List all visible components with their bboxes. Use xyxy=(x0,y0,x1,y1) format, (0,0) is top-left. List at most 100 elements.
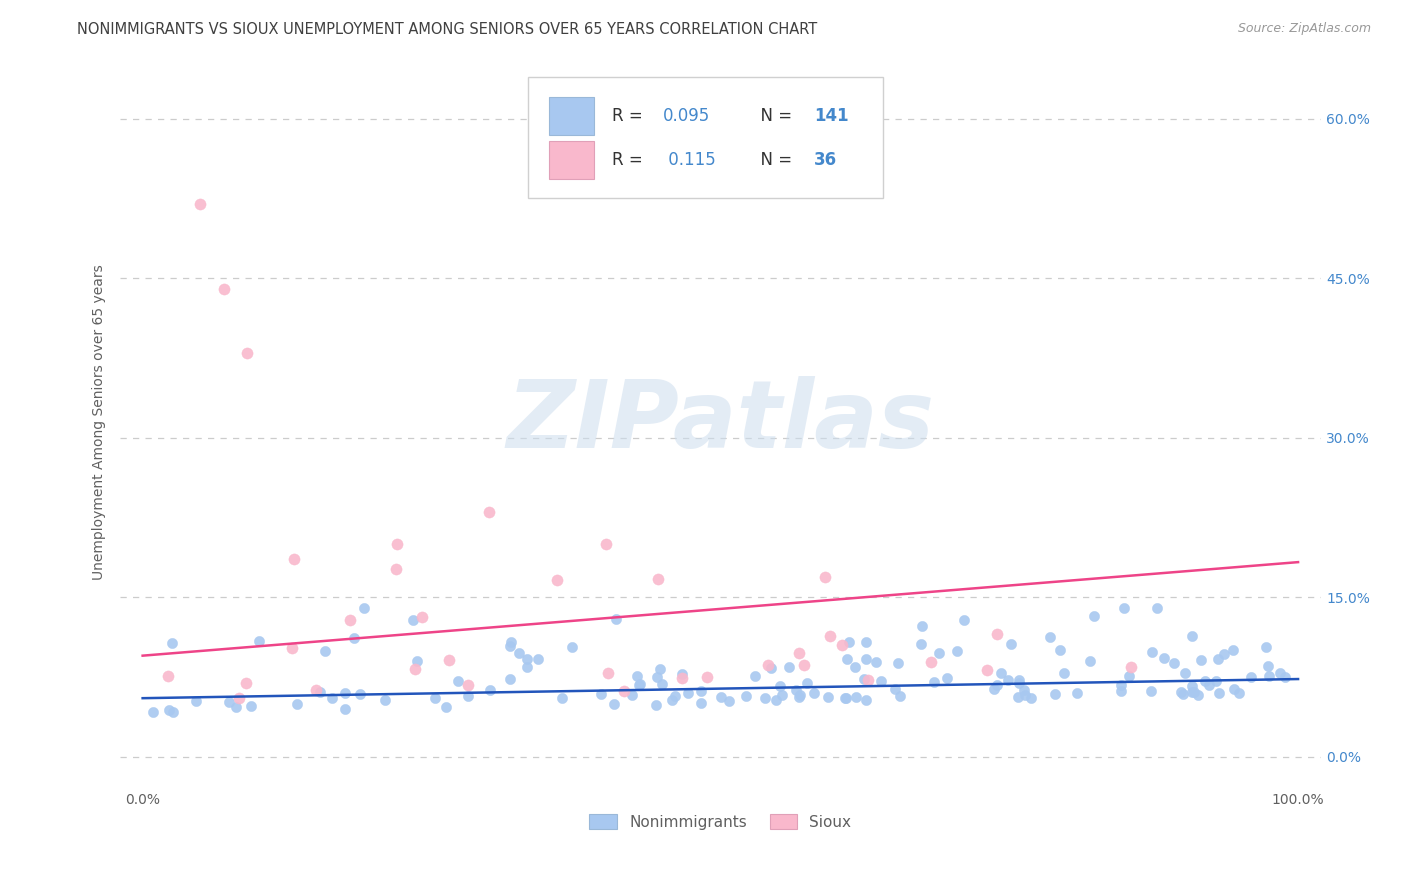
Text: N =: N = xyxy=(751,107,797,125)
Point xyxy=(1118,669,1140,683)
Point xyxy=(218,695,240,709)
Point xyxy=(333,686,356,700)
FancyBboxPatch shape xyxy=(529,77,883,198)
Point xyxy=(1212,647,1234,661)
Point xyxy=(976,663,998,677)
Point xyxy=(1229,686,1251,700)
Point xyxy=(844,660,866,674)
Point xyxy=(661,693,683,707)
Point xyxy=(883,682,905,697)
Point xyxy=(1140,645,1163,659)
Point xyxy=(1181,629,1204,643)
Point xyxy=(478,505,501,519)
Point xyxy=(1274,670,1296,684)
Point xyxy=(314,644,336,658)
Point xyxy=(921,655,943,669)
Point xyxy=(281,641,304,656)
Point xyxy=(589,687,612,701)
Point xyxy=(411,610,433,624)
Point xyxy=(717,694,740,708)
Point xyxy=(1208,686,1230,700)
Point xyxy=(527,652,550,666)
Point xyxy=(785,683,807,698)
Point xyxy=(499,635,522,649)
Point xyxy=(1109,684,1132,698)
Point xyxy=(817,690,839,704)
Text: 36: 36 xyxy=(814,151,837,169)
Y-axis label: Unemployment Among Seniors over 65 years: Unemployment Among Seniors over 65 years xyxy=(93,264,107,580)
Point xyxy=(1182,685,1205,699)
Point xyxy=(911,619,934,633)
Text: ZIPatlas: ZIPatlas xyxy=(506,376,935,467)
Point xyxy=(434,700,457,714)
Point xyxy=(599,128,621,142)
Point xyxy=(1019,690,1042,705)
Point xyxy=(1053,665,1076,680)
Point xyxy=(865,656,887,670)
Point xyxy=(561,640,583,654)
Point xyxy=(855,652,877,666)
Point xyxy=(212,282,235,296)
Point xyxy=(516,652,538,666)
Point xyxy=(1194,673,1216,688)
Point xyxy=(160,636,183,650)
Point xyxy=(834,691,856,706)
Point xyxy=(1039,631,1062,645)
Point xyxy=(744,669,766,683)
Point xyxy=(1170,685,1192,699)
Text: 141: 141 xyxy=(814,107,849,125)
FancyBboxPatch shape xyxy=(548,97,595,135)
Point xyxy=(603,697,626,711)
Point xyxy=(856,673,879,688)
Point xyxy=(1000,637,1022,651)
Point xyxy=(671,667,693,681)
Point xyxy=(447,673,470,688)
Point xyxy=(235,345,257,359)
Point xyxy=(142,706,165,720)
Point xyxy=(928,647,950,661)
Point xyxy=(1008,673,1031,687)
Point xyxy=(793,657,815,672)
Point xyxy=(813,570,835,584)
Point xyxy=(986,627,1008,641)
Point xyxy=(1198,678,1220,692)
Point xyxy=(235,675,257,690)
Point xyxy=(787,690,810,704)
Point xyxy=(855,634,877,648)
Point xyxy=(1205,673,1227,688)
FancyBboxPatch shape xyxy=(548,141,595,179)
Point xyxy=(457,690,479,704)
Point xyxy=(796,675,818,690)
Point xyxy=(285,697,308,711)
Point xyxy=(664,689,686,703)
Point xyxy=(645,670,668,684)
Point xyxy=(425,691,447,706)
Point xyxy=(910,637,932,651)
Point xyxy=(835,690,858,705)
Point xyxy=(157,703,180,717)
Point xyxy=(1014,688,1036,702)
Point xyxy=(186,694,208,708)
Point xyxy=(789,688,811,702)
Point xyxy=(157,669,180,683)
Point xyxy=(835,652,858,666)
Point xyxy=(647,573,669,587)
Point xyxy=(1163,657,1185,671)
Point xyxy=(1146,600,1168,615)
Text: R =: R = xyxy=(612,107,648,125)
Point xyxy=(349,687,371,701)
Point xyxy=(690,696,713,710)
Point xyxy=(1189,653,1212,667)
Point xyxy=(676,686,699,700)
Point xyxy=(765,692,787,706)
Point xyxy=(1008,676,1031,690)
Point xyxy=(689,684,711,698)
Point xyxy=(402,613,425,627)
Point xyxy=(437,653,460,667)
Text: Source: ZipAtlas.com: Source: ZipAtlas.com xyxy=(1237,22,1371,36)
Point xyxy=(1256,640,1278,654)
Point xyxy=(1223,682,1246,697)
Point xyxy=(1222,643,1244,657)
Point xyxy=(283,552,305,566)
Point xyxy=(516,660,538,674)
